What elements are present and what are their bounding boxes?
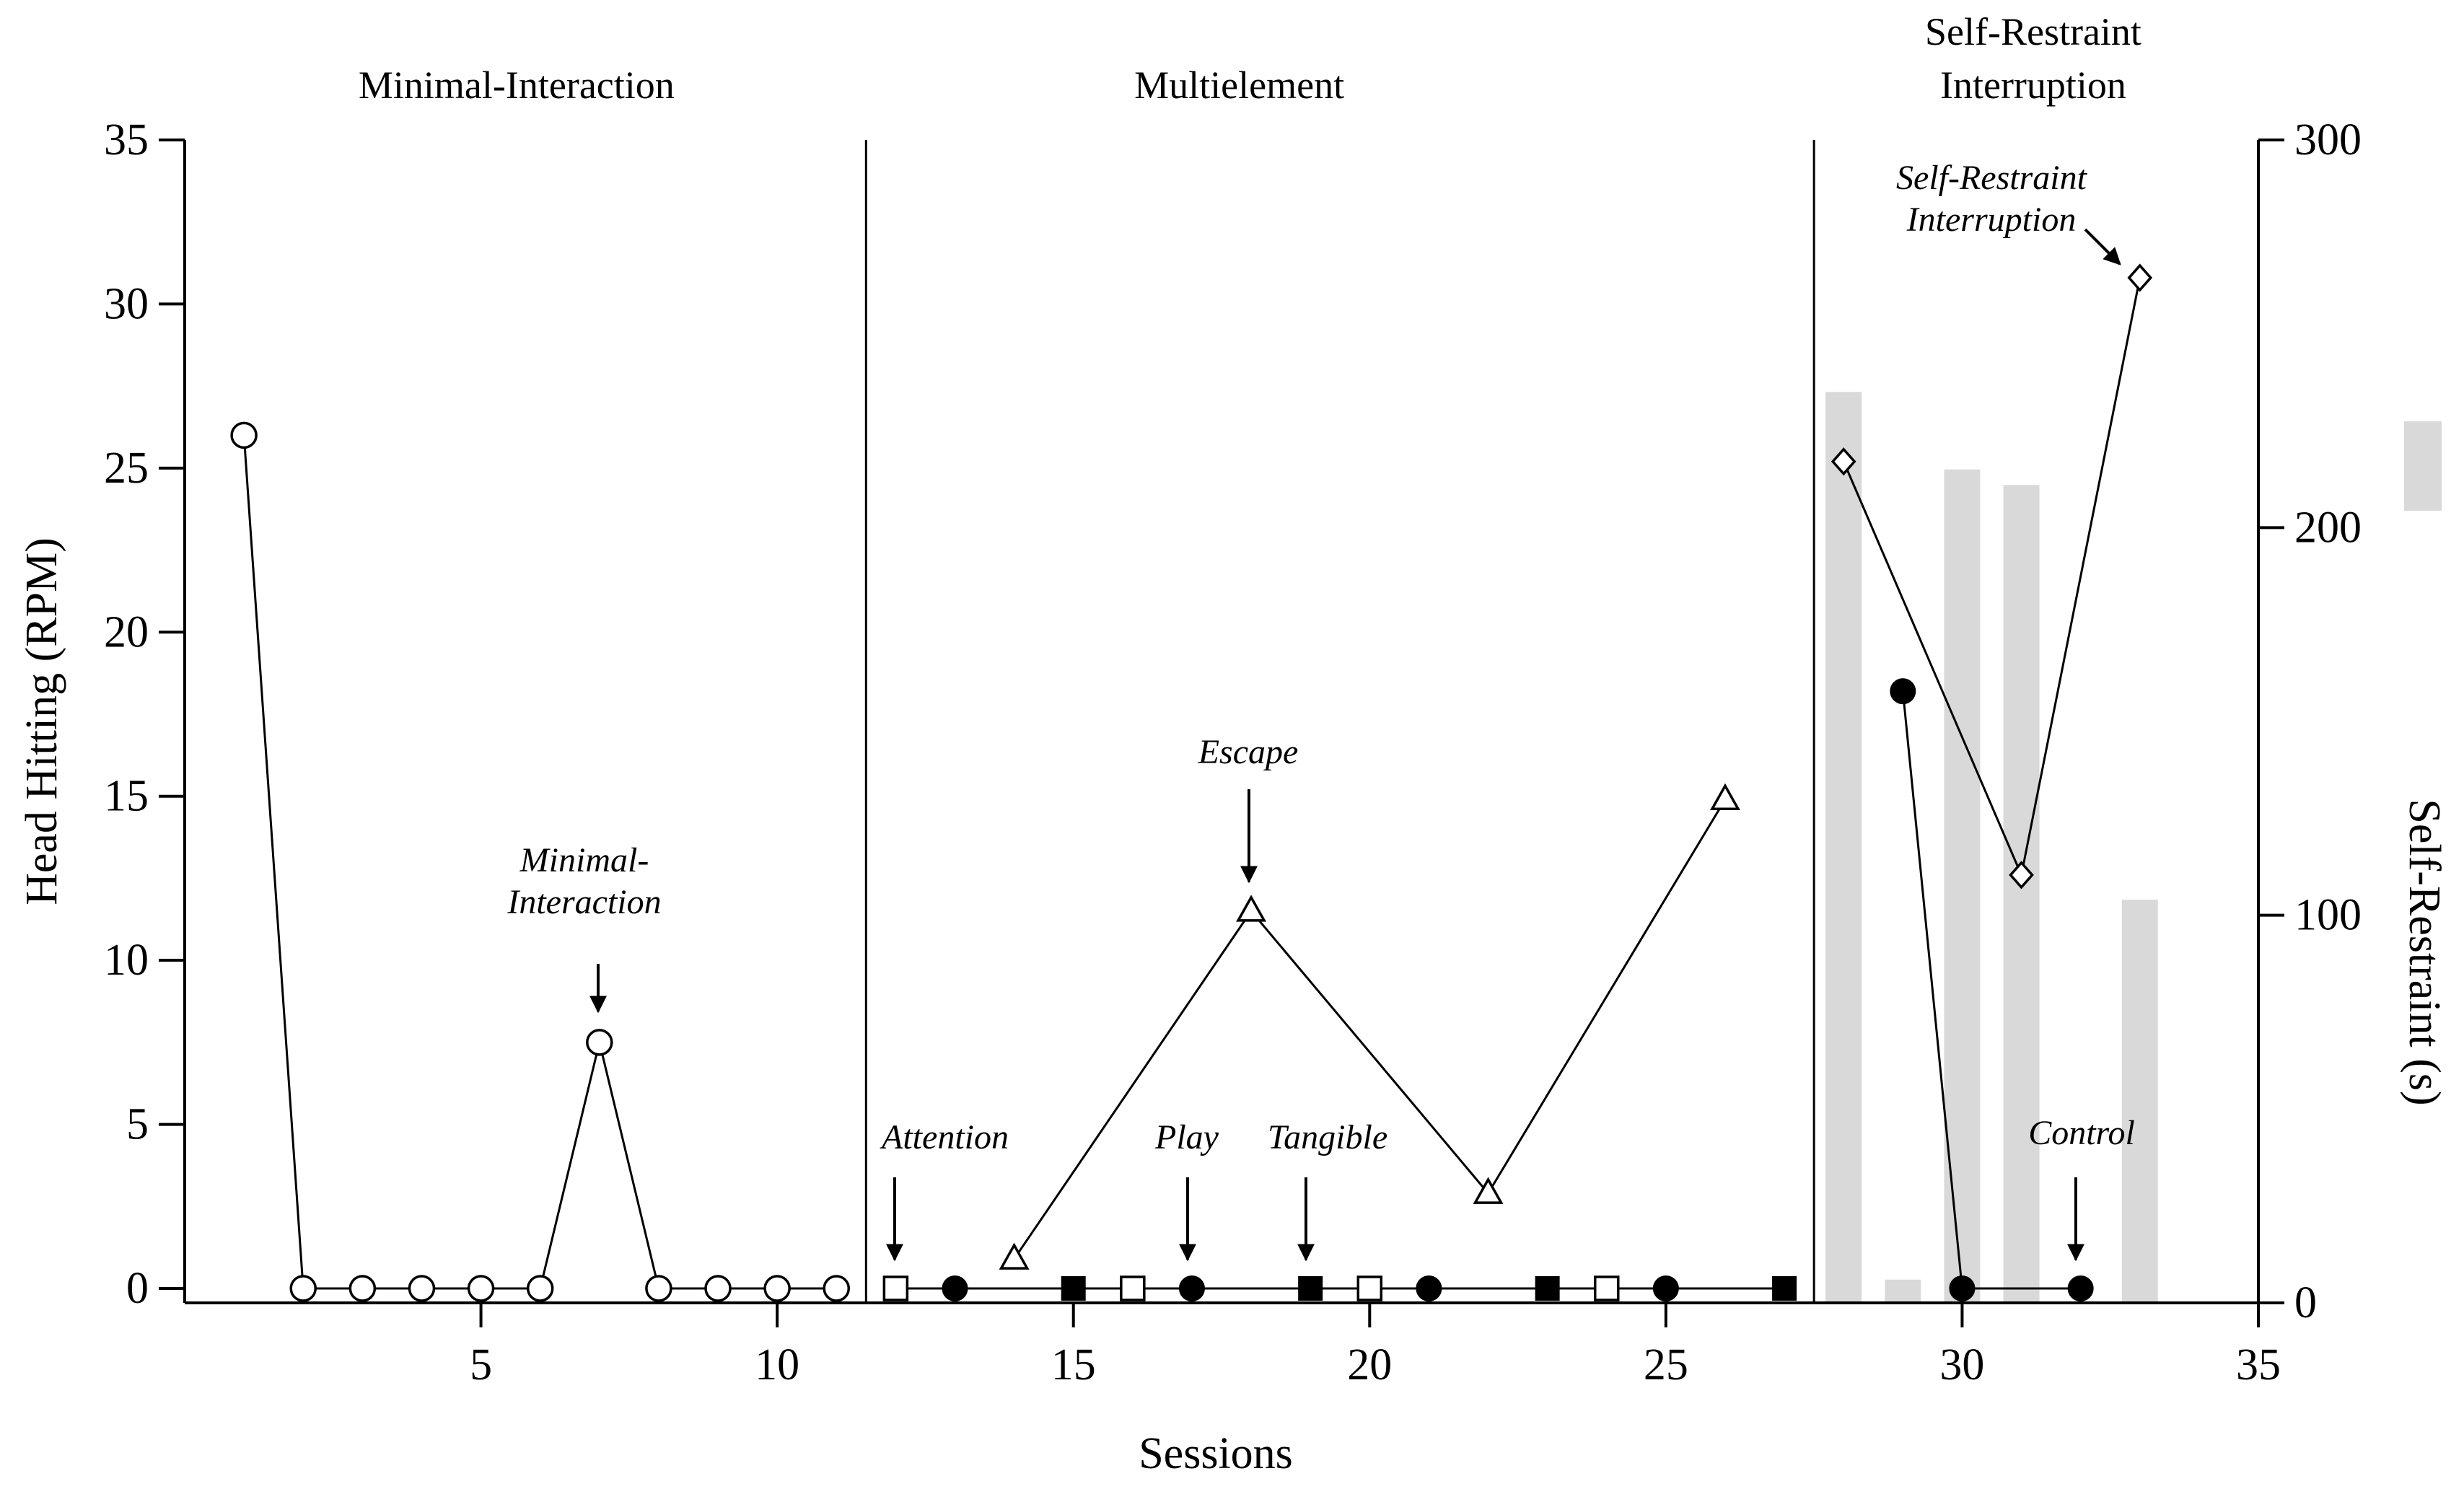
control-point: [1949, 1275, 1976, 1301]
self-restraint-interruption-point: [1831, 447, 1856, 476]
annotation-label: Control: [2028, 1114, 2135, 1152]
annotation-label-line: Attention: [880, 1118, 1009, 1156]
minimal-interaction-point: [348, 1275, 377, 1302]
minimal-interaction-point: [586, 1029, 613, 1056]
phase-title: Minimal-Interaction: [359, 63, 675, 107]
control-line: [1901, 691, 2081, 1290]
tangible-point: [1772, 1276, 1797, 1301]
self-restraint-interruption-line: [1842, 277, 2141, 879]
minimal-interaction-point: [645, 1275, 672, 1302]
minimal-interaction-point: [823, 1275, 851, 1302]
phase-title: Multielement: [1134, 63, 1344, 107]
attention-point: [1120, 1275, 1146, 1301]
annotation-arrow: [2084, 228, 2121, 265]
self-restraint-bar: [1825, 392, 1862, 1304]
annotation-label: Tangible: [1268, 1118, 1387, 1156]
control-point: [2067, 1275, 2094, 1301]
annotation-label-line: Interruption: [1906, 201, 2077, 239]
y-tick-label: 20: [104, 607, 149, 656]
annotation-label-line: Escape: [1198, 733, 1299, 771]
annotation-label-line: Interaction: [507, 883, 661, 921]
x-tick-label: 10: [755, 1340, 799, 1389]
legend-swatch: [2404, 421, 2442, 511]
attention-point: [1593, 1275, 1620, 1301]
y-tick-label: 10: [104, 936, 149, 985]
attention-point: [1356, 1275, 1383, 1301]
phase-title-line: Self-Restraint: [1925, 10, 2141, 53]
y-tick-label: 0: [126, 1264, 149, 1313]
minimal-interaction-point: [704, 1275, 732, 1302]
minimal-interaction-point: [230, 421, 258, 449]
control-point: [1890, 678, 1916, 705]
escape-point: [999, 1242, 1030, 1270]
self-restraint-interruption-point: [2009, 861, 2034, 890]
escape-point: [1473, 1177, 1504, 1204]
y-tick-label: 35: [104, 115, 149, 164]
x-tick-label: 35: [2236, 1340, 2281, 1389]
minimal-interaction-point: [526, 1275, 554, 1302]
phase-title-line: Interruption: [1940, 63, 2126, 107]
play-point: [1652, 1275, 1679, 1301]
y-axis-title: Head Hitting (RPM): [17, 537, 66, 905]
y2-tick-label: 300: [2294, 115, 2362, 164]
y2-tick-label: 100: [2294, 891, 2362, 940]
self-restraint-bar: [1885, 1279, 1921, 1303]
minimal-interaction-point: [763, 1275, 791, 1302]
x-tick-label: 5: [470, 1340, 492, 1389]
annotation-label: Attention: [880, 1118, 1009, 1156]
annotation-label-line: Self-Restraint: [1896, 159, 2088, 197]
annotation-label: Minimal- Interaction: [507, 841, 661, 921]
minimal-interaction-point: [408, 1275, 436, 1302]
phase-title: Self-Restraint Interruption: [1925, 10, 2141, 107]
play-point: [942, 1275, 968, 1301]
x-tick-label: 25: [1644, 1340, 1688, 1389]
minimal-interaction-point: [289, 1275, 317, 1302]
annotation-label-line: Minimal-: [519, 841, 649, 879]
tangible-point: [1535, 1276, 1560, 1301]
y-tick-label: 5: [126, 1100, 149, 1149]
escape-point: [1236, 895, 1267, 922]
y2-tick-label: 200: [2294, 503, 2362, 552]
y-tick-label: 30: [104, 279, 149, 328]
annotation-label: Escape: [1198, 733, 1299, 771]
annotation-label: Play: [1154, 1118, 1219, 1156]
self-restraint-bar: [2003, 485, 2040, 1303]
minimal-interaction-point: [467, 1275, 495, 1302]
x-tick-label: 15: [1051, 1340, 1096, 1389]
y2-tick-label: 0: [2294, 1278, 2317, 1327]
annotation-label-line: Control: [2028, 1114, 2135, 1152]
x-tick-label: 20: [1347, 1340, 1392, 1389]
tangible-point: [1298, 1276, 1323, 1301]
attention-point: [882, 1275, 909, 1301]
play-point: [1416, 1275, 1442, 1301]
y-tick-label: 25: [104, 444, 149, 493]
escape-point: [1709, 783, 1740, 811]
escape-line: [1013, 799, 1727, 1260]
annotation-label-line: Play: [1154, 1118, 1219, 1156]
annotation-label-line: Tangible: [1268, 1118, 1387, 1156]
self-restraint-interruption-point: [2127, 263, 2153, 292]
x-axis-title: Sessions: [1139, 1429, 1293, 1478]
self-restraint-bar: [2121, 900, 2158, 1303]
self-restraint-bar: [1944, 469, 1981, 1303]
y-tick-label: 15: [104, 772, 149, 821]
tangible-point: [1061, 1276, 1086, 1301]
annotation-label: Self-Restraint Interruption: [1896, 159, 2088, 239]
play-point: [1178, 1275, 1205, 1301]
y2-axis-title: Self-Restraint (s): [2400, 799, 2449, 1105]
x-tick-label: 30: [1939, 1340, 1984, 1389]
